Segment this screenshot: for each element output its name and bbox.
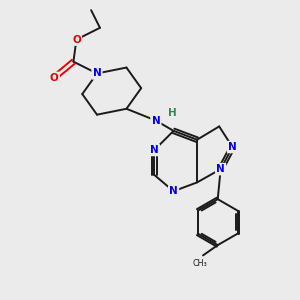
Text: H: H: [168, 108, 176, 118]
Text: CH₃: CH₃: [192, 259, 207, 268]
Text: N: N: [169, 186, 178, 196]
Text: N: N: [150, 145, 159, 155]
Text: N: N: [93, 68, 101, 78]
Text: O: O: [72, 34, 81, 45]
Text: O: O: [50, 73, 59, 83]
Text: N: N: [216, 164, 225, 174]
Text: N: N: [152, 116, 160, 126]
Text: N: N: [228, 142, 237, 152]
